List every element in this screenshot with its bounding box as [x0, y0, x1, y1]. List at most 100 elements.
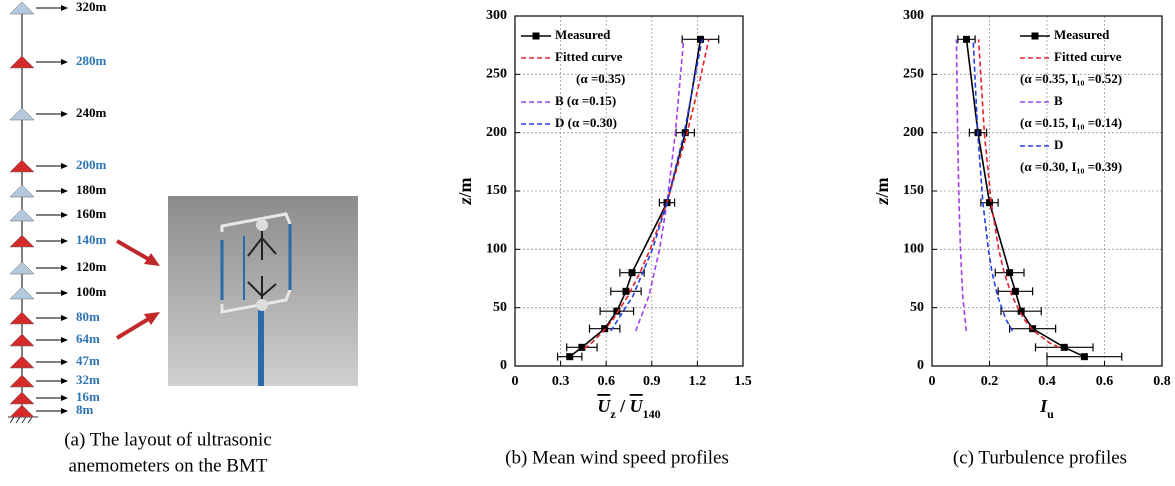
level-arrowhead — [61, 265, 68, 271]
plot-frame — [931, 15, 1163, 367]
x-tick-label: 0.8 — [1153, 374, 1171, 389]
point — [1080, 353, 1088, 361]
anemometer-level — [9, 234, 35, 248]
axis-label-part: /m — [455, 177, 475, 198]
point — [566, 353, 574, 361]
legend-label: Fitted curve — [1054, 49, 1122, 64]
series-line — [965, 39, 1085, 358]
y-tick-label: 300 — [903, 8, 924, 23]
series-line — [972, 39, 1014, 332]
legend-note: (α =0.35) — [576, 71, 625, 86]
x-tick-label: 1.5 — [734, 374, 752, 389]
axis-label-part: z — [610, 407, 616, 421]
chart-caption: (b) Mean wind speed profiles — [505, 447, 729, 468]
legend-marker — [532, 32, 540, 40]
level-label: 80m — [76, 309, 100, 324]
axis-label-part: u — [1047, 407, 1054, 421]
x-tick-label: 0.4 — [1038, 374, 1056, 389]
level-label: 120m — [76, 259, 107, 274]
chart-caption: (c) Turbulence profiles — [953, 447, 1127, 468]
anemometer-level — [9, 159, 35, 173]
level-label: 100m — [76, 284, 107, 299]
y-tick-label: 300 — [486, 8, 507, 23]
anemometer-level — [9, 374, 35, 388]
anemometer-level — [9, 286, 35, 300]
level-arrowhead — [61, 212, 68, 218]
y-tick-label: 150 — [486, 183, 507, 198]
point — [622, 287, 630, 295]
legend-note: (α =0.30, I₁₀ =0.39) — [1020, 159, 1122, 174]
axis-label-part: U — [597, 396, 611, 416]
axis-label: Iu — [1039, 396, 1054, 421]
axis-label-part: I — [1039, 396, 1048, 416]
x-tick-label: 1.2 — [689, 374, 707, 389]
point — [613, 307, 621, 315]
anemometer-level — [9, 55, 35, 69]
point — [986, 199, 993, 207]
level-arrowhead — [61, 395, 68, 401]
legend-label: Measured — [1054, 27, 1110, 42]
point — [963, 35, 970, 43]
level-arrowhead — [61, 290, 68, 296]
series-line — [610, 39, 703, 332]
anemometer-level — [9, 311, 35, 325]
point — [1006, 269, 1014, 277]
level-arrowhead — [61, 238, 68, 244]
point — [578, 343, 586, 351]
axis-label: z/m — [872, 177, 892, 205]
anemometer-level — [9, 1, 35, 15]
legend-label: Fitted curve — [555, 49, 623, 64]
legend-label: D (α =0.30) — [555, 115, 617, 130]
x-tick-label: 0.6 — [1096, 374, 1114, 389]
point — [696, 35, 704, 43]
x-tick-label: 0.3 — [552, 374, 570, 389]
series-line — [977, 39, 1060, 349]
level-label: 47m — [76, 353, 100, 368]
legend-note: (α =0.15, I₁₀ =0.14) — [1020, 115, 1122, 130]
level-label: 180m — [76, 182, 107, 197]
y-tick-label: 0 — [500, 358, 507, 373]
x-tick-label: 0.6 — [597, 374, 615, 389]
y-tick-label: 50 — [493, 300, 507, 315]
legend-marker — [1031, 32, 1039, 40]
y-tick-label: 0 — [917, 358, 924, 373]
level-arrowhead — [61, 337, 68, 343]
anemometer-level — [9, 261, 35, 275]
point — [681, 129, 689, 137]
legend-note: (α =0.35, I₁₀ =0.52) — [1020, 71, 1122, 86]
level-arrowhead — [61, 5, 68, 11]
pointer-arrows — [115, 239, 160, 340]
y-tick-label: 50 — [910, 300, 924, 315]
level-arrowhead — [61, 188, 68, 194]
legend-label: B (α =0.15) — [555, 93, 616, 108]
level-label: 16m — [76, 389, 100, 404]
axis-label: z/m — [455, 177, 475, 205]
level-arrowhead — [61, 163, 68, 169]
point — [1060, 343, 1068, 351]
level-label: 64m — [76, 331, 100, 346]
photo — [168, 196, 358, 386]
axis-label: Uz / U140 — [597, 396, 660, 421]
axis-label-part: z — [455, 197, 475, 205]
anemometer-level — [9, 391, 35, 405]
legend-label: Measured — [555, 27, 611, 42]
y-tick-label: 150 — [903, 183, 924, 198]
anemometer-level — [9, 404, 35, 418]
level-arrowhead — [61, 315, 68, 321]
legend-label: B — [1054, 93, 1063, 108]
axis-label-part: 140 — [643, 407, 661, 421]
level-label: 240m — [76, 105, 107, 120]
anemometer-level — [9, 208, 35, 222]
y-tick-label: 200 — [486, 125, 507, 140]
level-label: 200m — [76, 157, 107, 172]
legend-label: D — [1054, 137, 1063, 152]
caption: (a) The layout of ultrasonic — [64, 429, 272, 450]
point — [1011, 287, 1019, 295]
level-label: 160m — [76, 206, 107, 221]
level-arrowhead — [61, 408, 68, 414]
anemometer-level — [9, 355, 35, 369]
anemometer-level — [9, 107, 35, 121]
level-label: 320m — [76, 0, 107, 14]
level-label: 280m — [76, 53, 107, 68]
